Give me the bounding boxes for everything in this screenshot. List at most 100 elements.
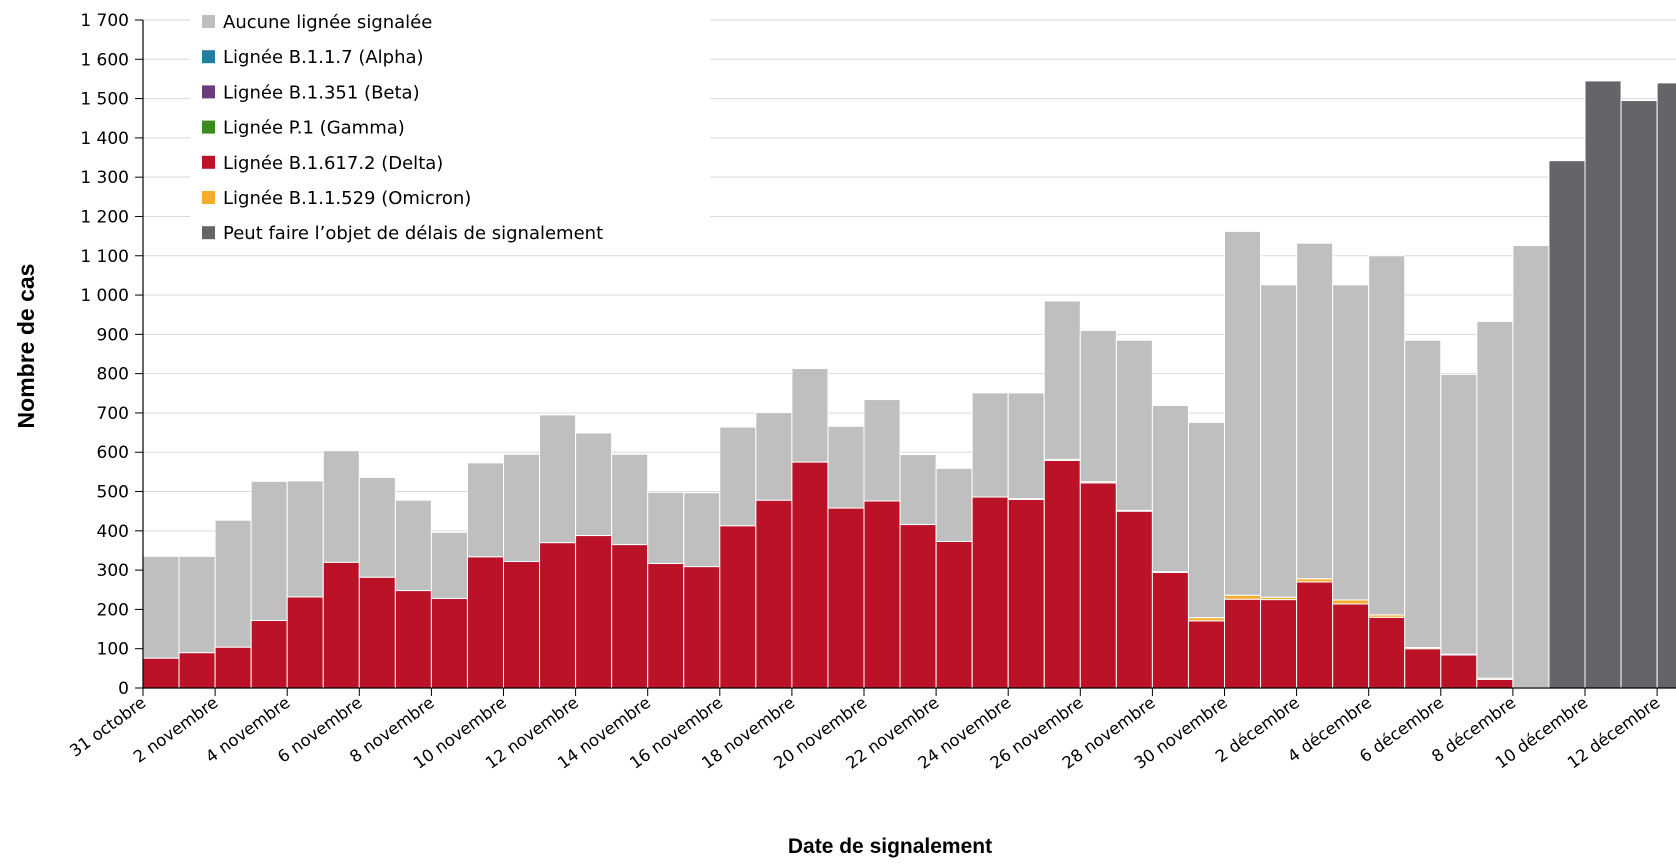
bar-segment: [863, 500, 901, 689]
legend-swatch: [202, 191, 215, 204]
legend-swatch: [202, 120, 215, 134]
bar-segment: [683, 566, 721, 689]
bar-segment: [466, 462, 505, 558]
bar-segment: [1476, 320, 1514, 679]
axes: [142, 20, 1676, 689]
bar-segment: [358, 476, 396, 578]
bar-segment: [971, 496, 1009, 689]
legend-entry: Lignée B.1.617.2 (Delta): [223, 153, 443, 174]
bar-segment: [971, 392, 1009, 498]
y-tick-label: 1 100: [80, 247, 129, 267]
bar-segment: [322, 561, 360, 689]
bar-segment: [1368, 616, 1406, 689]
legend-entry: Lignée B.1.351 (Beta): [223, 82, 420, 103]
bar-segment: [430, 597, 468, 689]
y-tick-label: 700: [97, 404, 129, 424]
bar-segment: [1115, 339, 1153, 511]
bar-segment: [1224, 594, 1262, 600]
bar-segment: [1476, 678, 1514, 689]
bar-segment: [430, 531, 468, 599]
bar-segment: [611, 453, 649, 546]
bar-segment: [466, 556, 505, 689]
bar-segment: [1332, 599, 1370, 605]
bar-segment: [899, 524, 937, 689]
bar-segment: [755, 499, 793, 689]
legend: Aucune lignée signalée Lignée B.1.1.7 (Al…: [190, 2, 710, 254]
bar-segment: [575, 535, 613, 689]
bar-segment: [575, 432, 613, 537]
bar-segment: [1115, 510, 1153, 689]
bar-segment: [1404, 648, 1442, 689]
y-tick-label: 500: [97, 483, 129, 503]
y-tick-label: 1 300: [80, 168, 129, 188]
bar-segment: [647, 562, 685, 689]
legend-entry: Lignée P.1 (Gamma): [223, 118, 405, 139]
bar-segment: [719, 525, 757, 689]
bar-segment: [539, 414, 577, 544]
y-axis-title: Nombre de cas: [13, 264, 39, 429]
bar-segment: [1332, 603, 1370, 689]
bar-segment: [1151, 571, 1189, 689]
legend-swatch: [202, 155, 215, 169]
legend-entry: Lignée B.1.1.529 (Omicron): [223, 188, 471, 209]
bar-segment: [719, 426, 757, 527]
bar-segment: [755, 412, 793, 501]
bar-segment: [503, 560, 541, 689]
bar-segment: [1512, 245, 1550, 689]
legend-background: [190, 2, 710, 254]
bar-segment: [647, 491, 685, 564]
bar-segment: [1260, 284, 1298, 598]
bar-segment: [1151, 404, 1189, 573]
legend-swatch: [202, 50, 215, 64]
y-tick-label: 1 400: [80, 129, 129, 149]
bar-segment: [1187, 421, 1225, 619]
bar-segment: [358, 576, 396, 689]
bar-segment: [394, 499, 432, 592]
bar-segment: [142, 555, 180, 659]
bar-segment: [1296, 581, 1334, 689]
bar-segment: [1007, 392, 1045, 500]
y-tick-label: 1 600: [80, 50, 129, 70]
bar-segment: [178, 555, 216, 654]
bars: [142, 80, 1676, 689]
bar-segment: [214, 519, 252, 648]
legend-swatch: [202, 226, 215, 240]
y-tick-label: 1 200: [80, 207, 129, 227]
y-tick-label: 800: [97, 365, 129, 385]
bar-segment: [322, 450, 360, 563]
bar-segment: [611, 544, 649, 689]
bar-segment: [286, 480, 324, 598]
bar-segment: [935, 467, 973, 542]
bar-segment: [863, 399, 901, 502]
bar-segment: [1440, 373, 1478, 655]
bar-segment: [1224, 598, 1262, 689]
bar-segment: [791, 461, 829, 689]
bar-segment: [1007, 498, 1045, 689]
bar-segment: [394, 590, 432, 689]
bar-segment: [1079, 329, 1117, 483]
y-tick-label: 300: [97, 561, 129, 581]
bar-segment: [899, 454, 937, 526]
bar-segment: [214, 646, 252, 689]
y-tick-label: 400: [97, 522, 129, 542]
bar-segment: [683, 492, 721, 568]
bar-segment: [539, 542, 577, 689]
bar-segment: [250, 480, 288, 621]
y-tick-label: 1 700: [80, 11, 129, 31]
bar-segment: [791, 368, 829, 463]
bar-segment: [827, 507, 865, 689]
y-tick-label: 1 500: [80, 90, 129, 110]
bar-segment: [503, 453, 541, 562]
bar-segment: [142, 657, 180, 689]
y-axis-tick-labels: 0 100 200 300 400 500 600 700 800 900 1 000 1 100 1 …: [80, 11, 143, 699]
y-tick-label: 600: [97, 443, 129, 463]
bar-segment: [178, 652, 216, 689]
y-tick-label: 1 000: [80, 286, 129, 306]
bar-segment: [1368, 255, 1406, 616]
bar-segment: [286, 596, 324, 689]
bar-segment: [1656, 82, 1676, 689]
bar-segment: [935, 540, 973, 689]
legend-entry: Lignée B.1.1.7 (Alpha): [223, 47, 424, 68]
bar-segment: [1620, 100, 1658, 689]
